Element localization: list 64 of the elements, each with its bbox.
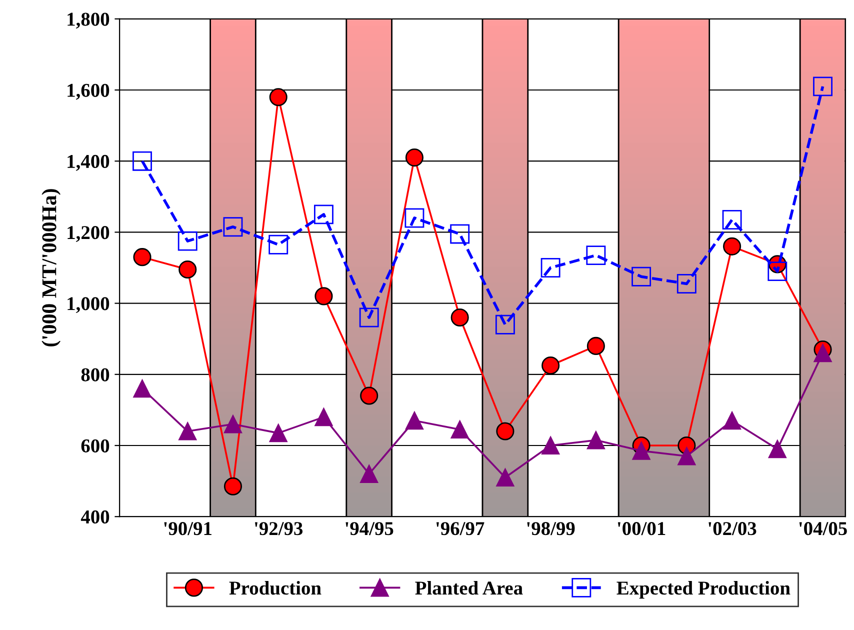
- point: [224, 477, 242, 496]
- point: [586, 431, 605, 450]
- x-tick-label: '02/03: [708, 522, 756, 536]
- x-tick-label: '96/97: [436, 522, 484, 536]
- point: [723, 237, 742, 256]
- point: [314, 204, 334, 224]
- y-tick-label: 1,600: [68, 84, 110, 100]
- legend-label: Planted Area: [415, 581, 523, 595]
- point: [768, 262, 788, 282]
- point: [178, 231, 198, 251]
- point: [813, 76, 832, 96]
- point: [224, 415, 242, 434]
- y-tick-label: 800: [81, 368, 110, 382]
- y-tick-label: 1,800: [68, 12, 110, 29]
- point: [268, 234, 288, 254]
- point: [723, 412, 742, 430]
- y-axis-title: ('000 MT/'000Ha): [42, 189, 61, 346]
- y-tick-label: 1,000: [68, 297, 110, 314]
- point: [542, 436, 560, 455]
- point: [814, 344, 832, 362]
- point: [178, 260, 197, 279]
- point: [314, 287, 333, 306]
- point: [496, 422, 514, 440]
- point: [450, 224, 470, 244]
- point: [495, 314, 515, 334]
- point: [360, 386, 378, 405]
- y-tick-label: 1,400: [68, 154, 110, 171]
- point: [360, 464, 378, 483]
- point: [133, 248, 152, 266]
- x-tick-label: '00/01: [618, 522, 666, 536]
- point: [223, 217, 243, 237]
- point: [722, 210, 742, 230]
- x-tick-label: '90/91: [164, 522, 212, 536]
- point: [450, 308, 469, 327]
- point: [178, 422, 197, 440]
- legend-label: Expected Production: [616, 581, 790, 599]
- point: [496, 468, 514, 487]
- point: [540, 258, 560, 278]
- point: [404, 208, 424, 228]
- point: [269, 88, 288, 106]
- point: [314, 408, 333, 426]
- y-tick-label: 1,200: [68, 226, 110, 242]
- x-tick-label: '94/95: [346, 522, 394, 536]
- point: [542, 356, 560, 375]
- point: [359, 308, 379, 328]
- point: [133, 380, 152, 398]
- point: [132, 151, 152, 171]
- point: [676, 274, 696, 294]
- point: [768, 440, 786, 458]
- point: [586, 246, 606, 266]
- point: [586, 336, 605, 355]
- point: [405, 148, 424, 167]
- y-tick-label: 400: [80, 510, 110, 524]
- point: [632, 266, 652, 286]
- x-tick-label: '04/05: [799, 522, 847, 536]
- legend-label: Production: [229, 581, 322, 595]
- x-tick-label: '92/93: [254, 522, 303, 536]
- point: [405, 412, 424, 430]
- point: [450, 420, 469, 439]
- y-tick-label: 600: [81, 439, 110, 452]
- point: [678, 447, 696, 466]
- point: [632, 442, 650, 460]
- point: [269, 424, 288, 442]
- x-tick-label: '98/99: [527, 522, 575, 536]
